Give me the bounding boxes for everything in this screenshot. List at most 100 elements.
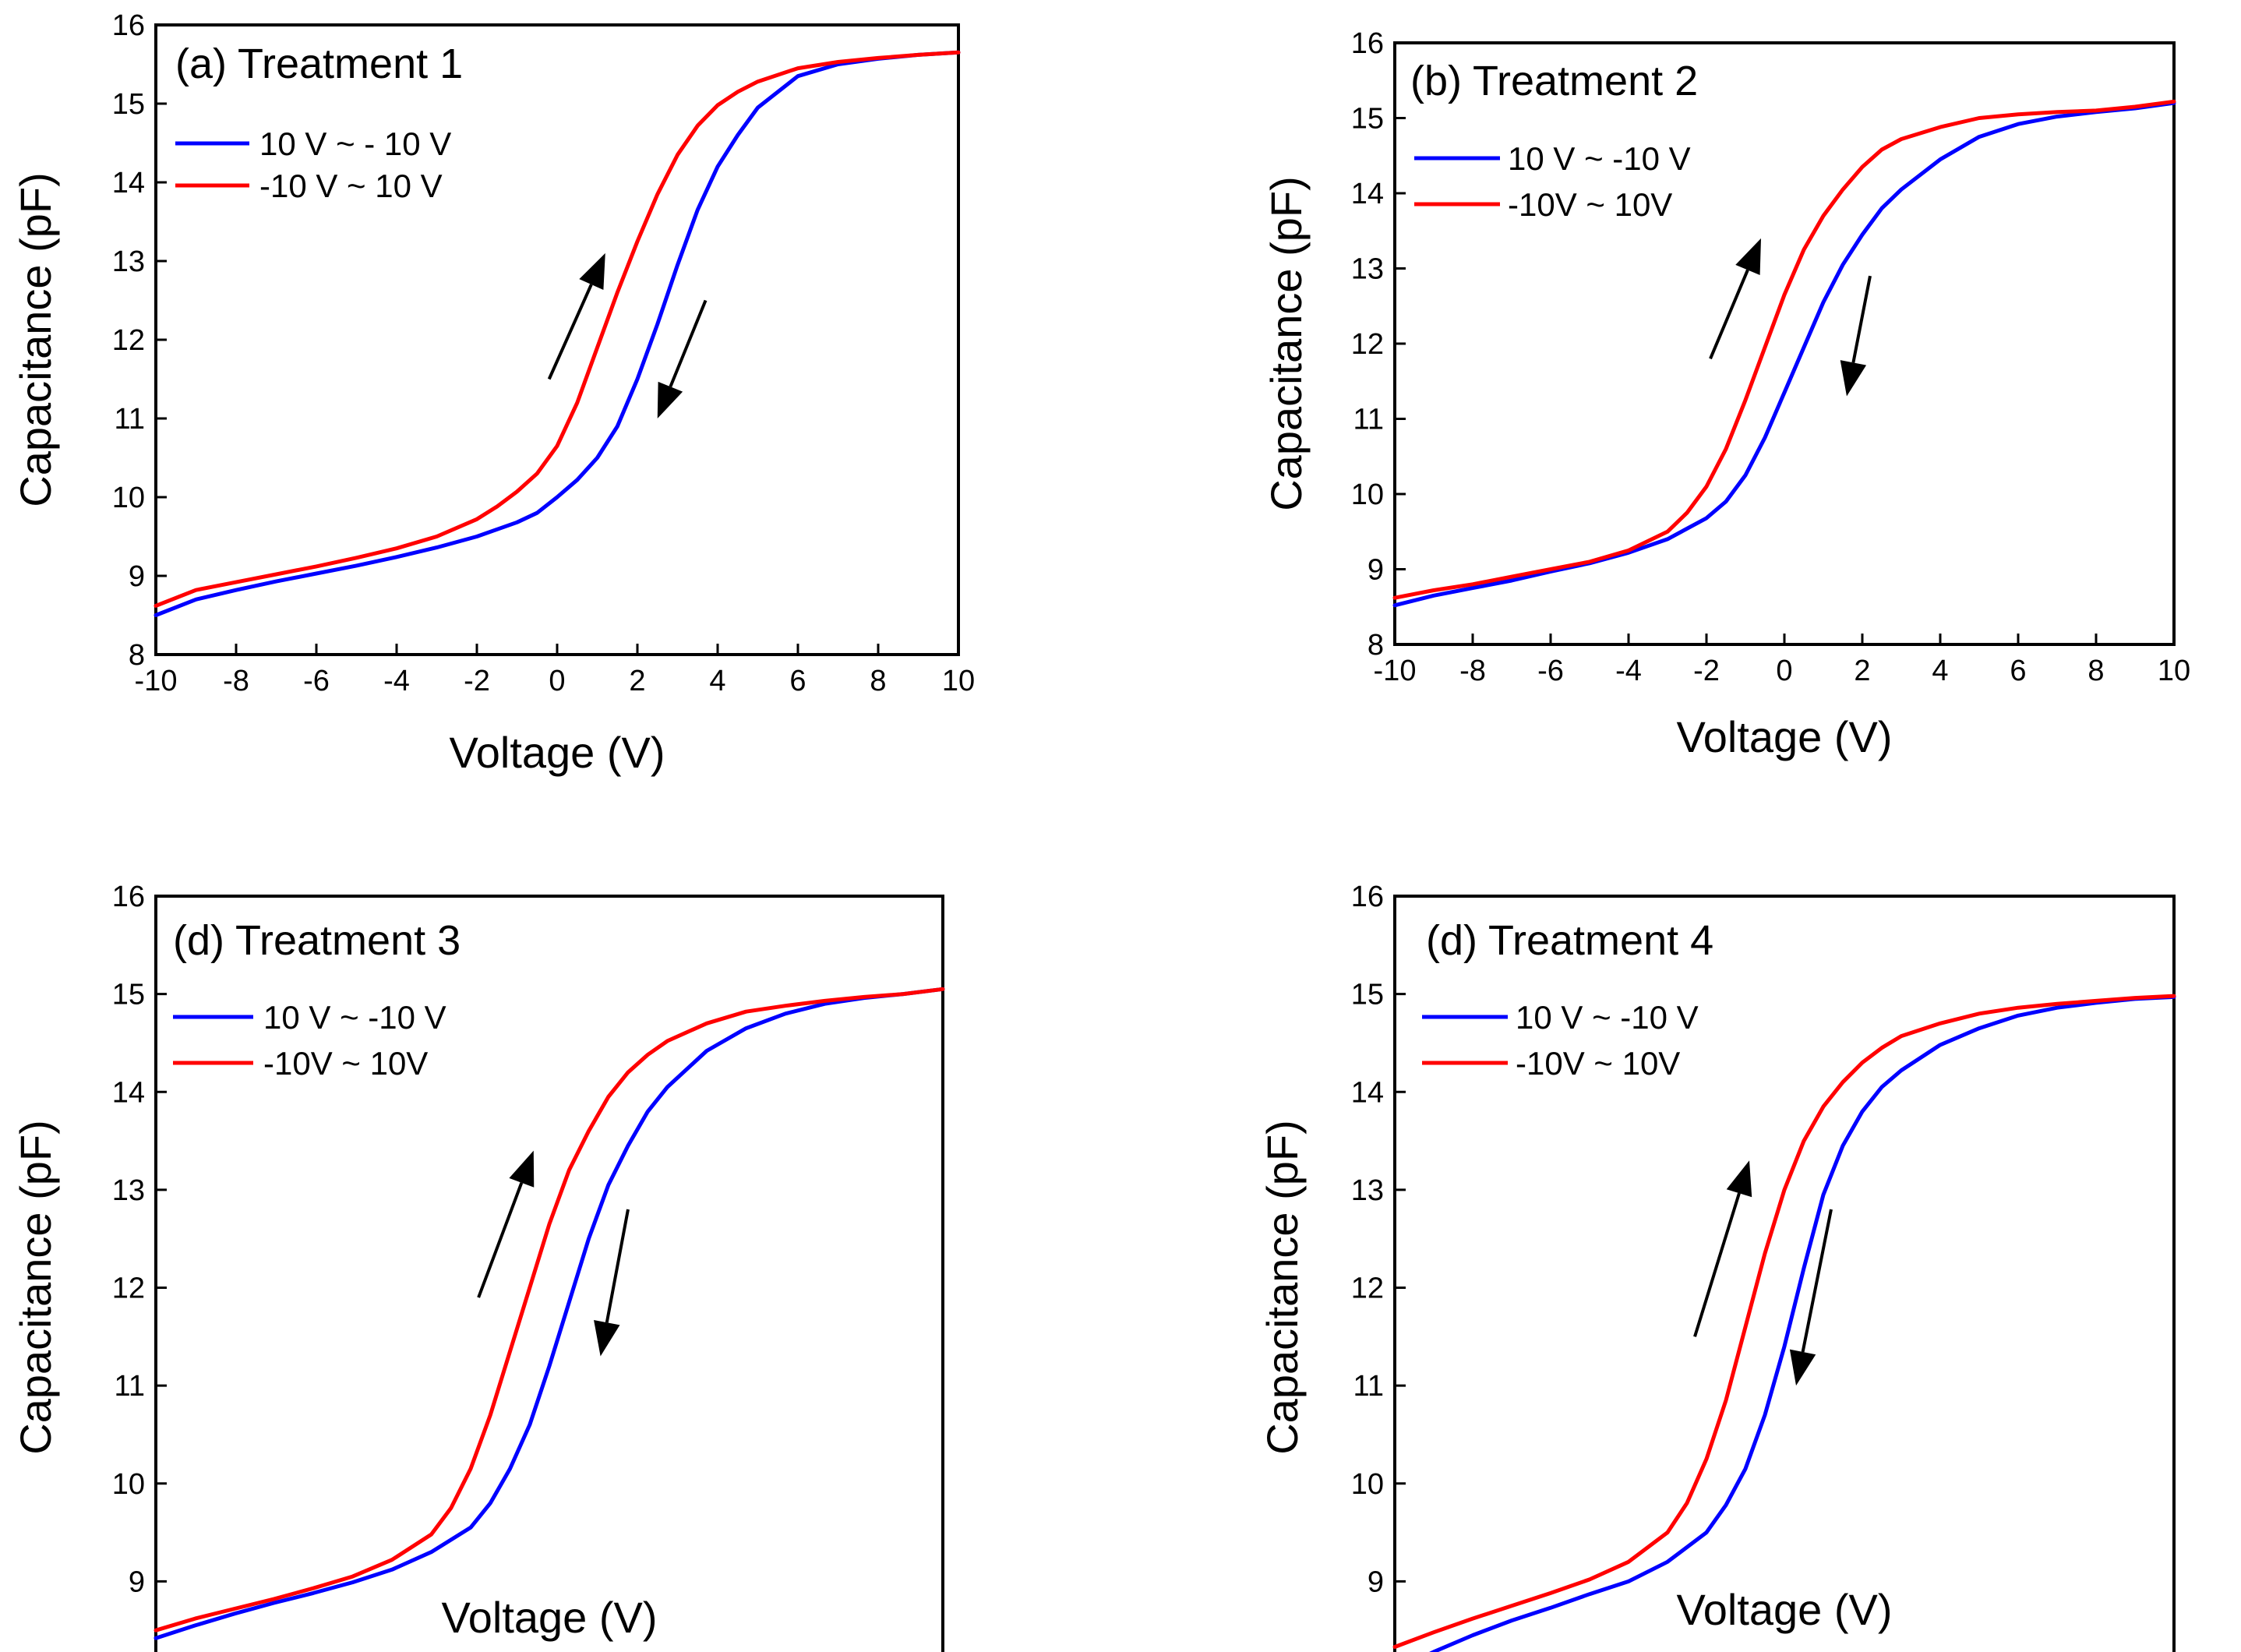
y-tick-label: 14 (1351, 178, 1384, 210)
chart-panel-a: -10 -8 -6 -4 -2 0 2 4 6 8 10 8 9 10 11 12 13 14 15 16 (a) T… (11, 9, 975, 777)
arrow-down-shaft (1851, 275, 1872, 363)
x-tick-label: -4 (383, 665, 410, 697)
chart-title: (a) Treatment 1 (175, 41, 463, 87)
legend-label-series-1: 10 V ~ -10 V (1508, 140, 1691, 177)
y-tick-label: 16 (112, 881, 145, 913)
legend-label-series-2: -10V ~ 10V (1508, 186, 1672, 223)
arrows-layer (1709, 238, 1872, 397)
y-tick-label: 15 (112, 88, 145, 121)
arrows-layer (547, 252, 708, 418)
y-axis-title: Capacitance (pF) (11, 1120, 60, 1455)
series-layer (1392, 99, 2176, 608)
y-tick-label: 11 (115, 403, 145, 436)
legend-label-series-2: -10 V ~ 10 V (259, 168, 443, 204)
arrow-down-shaft (669, 299, 708, 388)
arrow-down-shaft (605, 1209, 630, 1323)
y-tick-label: 9 (1368, 554, 1384, 587)
series-layer (154, 987, 945, 1640)
x-tick-label: -8 (1459, 655, 1486, 687)
y-tick-label: 12 (1351, 328, 1384, 361)
y-tick-label: 10 (112, 1468, 145, 1501)
x-tick-label: -10 (135, 665, 178, 697)
x-tick-label: 2 (1854, 655, 1870, 687)
series-line-1 (154, 50, 961, 617)
arrow-down-shaft (1801, 1209, 1833, 1353)
x-tick-label: 4 (1932, 655, 1948, 687)
x-tick-label: 6 (2010, 655, 2026, 687)
y-tick-label: 12 (1351, 1273, 1384, 1305)
x-axis-title: Voltage (V) (1676, 1585, 1892, 1634)
y-tick-label: 16 (1351, 881, 1384, 913)
y-tick-label: 14 (1351, 1076, 1384, 1109)
y-tick-label: 12 (112, 1273, 145, 1305)
x-axis-title: Voltage (V) (1676, 712, 1892, 761)
x-tick-label: -2 (464, 665, 490, 697)
series-line-1 (154, 987, 945, 1640)
series-layer (1392, 994, 2176, 1652)
x-axis-title: Voltage (V) (441, 1593, 657, 1642)
x-tick-label: -10 (1374, 655, 1417, 687)
x-tick-label: -8 (223, 665, 249, 697)
y-axis-title: Capacitance (pF) (1262, 176, 1311, 511)
y-tick-label: 13 (112, 1174, 145, 1207)
legend-label-series-2: -10V ~ 10V (263, 1045, 428, 1082)
x-tick-label: 8 (2087, 655, 2104, 687)
arrow-up-head (1735, 238, 1761, 276)
y-axis-title: Capacitance (pF) (11, 172, 60, 507)
arrow-up-head (1726, 1160, 1752, 1198)
chart-panel-b: -10 -8 -6 -4 -2 0 2 4 6 8 10 8 9 10 11 12 13 14 15 16 (b) T… (1262, 27, 2190, 761)
y-axis-title: Capacitance (pF) (1258, 1120, 1307, 1455)
legend-label-series-2: -10V ~ 10V (1516, 1045, 1680, 1082)
legend: 10 V ~ - 10 V -10 V ~ 10 V (175, 125, 451, 204)
x-tick-label: 0 (549, 665, 565, 697)
legend: 10 V ~ -10 V -10V ~ 10V (173, 999, 446, 1082)
y-tick-label: 11 (1353, 404, 1384, 436)
legend-label-series-1: 10 V ~ -10 V (263, 999, 446, 1036)
y-tick-label: 11 (115, 1370, 145, 1403)
y-tick-label: 14 (112, 1076, 145, 1109)
arrow-up-head (509, 1150, 535, 1188)
arrows-layer (477, 1150, 630, 1357)
series-line-2 (1392, 99, 2176, 600)
y-tick-label: 13 (1351, 253, 1384, 286)
y-tick-label: 16 (1351, 27, 1384, 60)
y-tick-label: 10 (1351, 478, 1384, 511)
series-line-1 (1392, 101, 2176, 608)
x-tick-label: -6 (303, 665, 330, 697)
y-tick-label: 13 (112, 245, 145, 278)
plot-frame (1393, 41, 2176, 646)
x-tick-label: -6 (1537, 655, 1564, 687)
x-tick-label: 10 (942, 665, 975, 697)
y-tick-label: 15 (1351, 103, 1384, 136)
arrow-up-shaft (1709, 269, 1749, 360)
legend-label-series-1: 10 V ~ - 10 V (259, 125, 451, 162)
y-tick-label: 9 (1368, 1566, 1384, 1598)
legend: 10 V ~ -10 V -10V ~ 10V (1414, 140, 1691, 223)
y-tick-label: 9 (129, 560, 145, 593)
y-tick-label: 16 (112, 9, 145, 42)
arrow-down-head (1840, 360, 1867, 397)
series-line-2 (1392, 994, 2176, 1649)
y-tick-label: 13 (1351, 1174, 1384, 1207)
x-axis-title: Voltage (V) (449, 728, 665, 777)
chart-title: (d) Treatment 4 (1426, 917, 1713, 964)
y-tick-label: 10 (1351, 1468, 1384, 1501)
x-tick-label: 10 (2158, 655, 2190, 687)
chart-title: (b) Treatment 2 (1410, 58, 1698, 104)
legend-label-series-1: 10 V ~ -10 V (1516, 999, 1699, 1036)
y-tick-label: 12 (112, 324, 145, 357)
arrows-layer (1693, 1160, 1833, 1386)
x-tick-label: -4 (1615, 655, 1642, 687)
series-line-2 (154, 50, 961, 608)
y-tick-label: 8 (129, 639, 145, 672)
x-tick-label: 4 (709, 665, 725, 697)
series-line-1 (1429, 994, 2176, 1652)
x-tick-label: 0 (1776, 655, 1792, 687)
y-tick-label: 9 (129, 1566, 145, 1598)
